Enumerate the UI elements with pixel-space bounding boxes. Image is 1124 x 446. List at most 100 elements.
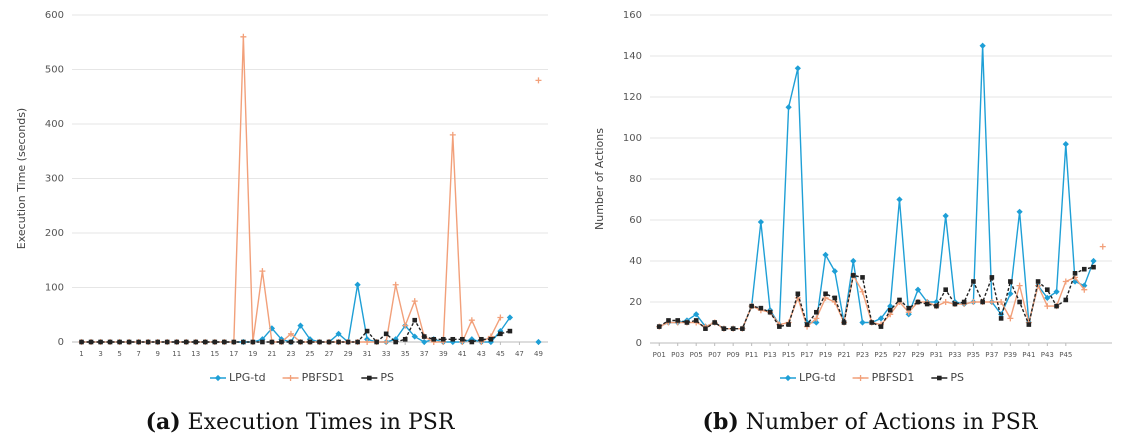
marker (857, 375, 864, 381)
x-tick-label: P31 (930, 351, 943, 359)
marker (117, 339, 122, 345)
x-tick-label: 21 (267, 350, 276, 358)
marker (421, 338, 428, 346)
marker (684, 320, 690, 325)
marker (693, 318, 699, 323)
marker (136, 339, 141, 345)
marker (784, 374, 792, 382)
marker (335, 330, 342, 337)
x-tick-label: P29 (911, 351, 924, 359)
marker (998, 299, 1005, 305)
x-tick-label: 27 (325, 350, 334, 358)
marker (506, 314, 514, 321)
marker (703, 326, 708, 331)
marker (355, 339, 360, 345)
marker (1054, 303, 1059, 309)
marker (1016, 208, 1023, 215)
marker (1007, 290, 1014, 297)
x-tick-label: 41 (458, 350, 467, 358)
marker (287, 375, 294, 381)
marker (1081, 286, 1088, 293)
marker (1053, 288, 1060, 295)
marker (79, 339, 84, 345)
marker (785, 104, 792, 111)
marker (814, 309, 819, 315)
series-line (82, 285, 539, 342)
marker (1044, 303, 1051, 310)
x-tick-label: P05 (690, 351, 703, 359)
marker (942, 299, 949, 305)
marker (468, 317, 475, 324)
y-tick-label: 80 (629, 174, 642, 185)
marker (937, 375, 942, 381)
marker (712, 320, 717, 325)
marker (1007, 315, 1014, 322)
marker (164, 339, 170, 345)
marker (823, 291, 828, 297)
marker (98, 339, 103, 345)
marker (364, 339, 371, 345)
x-tick-label: 7 (136, 350, 140, 358)
marker (850, 257, 857, 265)
x-tick-label: 35 (401, 350, 410, 358)
y-tick-label: 40 (629, 256, 642, 267)
x-tick-label: P25 (874, 351, 887, 359)
marker (813, 315, 820, 322)
x-tick-label: P11 (745, 351, 758, 359)
x-tick-label: P09 (727, 351, 740, 359)
caption-label: (b) (703, 409, 739, 435)
legend-label: LPG-td (229, 371, 266, 384)
x-tick-label: P01 (653, 351, 666, 359)
marker (860, 275, 865, 280)
marker (450, 336, 456, 342)
y-tick-label: 160 (623, 10, 642, 21)
x-tick-label: P35 (967, 351, 980, 359)
x-tick-label: 17 (229, 350, 238, 358)
marker (392, 281, 399, 288)
marker (859, 319, 866, 326)
marker (1026, 322, 1032, 327)
marker (174, 339, 180, 345)
x-tick-label: 25 (306, 350, 315, 358)
marker (250, 339, 256, 345)
marker (989, 275, 995, 280)
marker (155, 339, 160, 345)
marker (364, 328, 370, 334)
marker (822, 251, 829, 258)
marker (411, 333, 418, 340)
marker (402, 322, 409, 329)
marker (794, 65, 801, 72)
x-tick-label: 9 (155, 350, 159, 358)
marker (126, 339, 132, 345)
marker (421, 334, 427, 339)
marker (145, 339, 151, 345)
marker (1008, 279, 1013, 284)
x-tick-label: P33 (948, 351, 961, 359)
x-tick-label: P27 (893, 351, 906, 359)
caption: (b) Number of Actions in PSR (703, 409, 1039, 435)
x-tick-label: P43 (1041, 351, 1054, 359)
legend-label: PBFSD1 (872, 371, 915, 384)
marker (998, 316, 1004, 321)
marker (374, 339, 379, 345)
x-tick-label: P13 (764, 351, 777, 359)
legend-label: PS (380, 371, 394, 384)
marker (367, 375, 372, 381)
marker (970, 299, 977, 305)
marker (666, 318, 671, 323)
marker (943, 287, 948, 292)
x-tick-label: P23 (856, 351, 869, 359)
x-tick-label: 3 (98, 350, 102, 358)
marker (896, 196, 903, 203)
x-tick-label: 43 (477, 350, 486, 358)
marker (317, 339, 322, 345)
x-tick-label: P21 (837, 351, 850, 359)
marker (1081, 266, 1087, 272)
x-tick-label: 5 (117, 350, 121, 358)
x-tick-label: P39 (1004, 351, 1017, 359)
marker (298, 339, 303, 345)
marker (878, 324, 884, 329)
marker (897, 297, 902, 303)
marker (988, 299, 995, 305)
